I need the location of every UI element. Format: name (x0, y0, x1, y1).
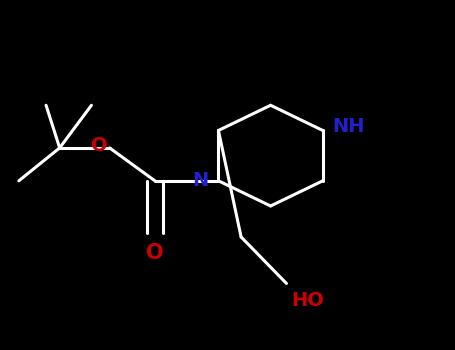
Text: O: O (91, 136, 107, 155)
Text: N: N (192, 171, 208, 190)
Text: HO: HO (291, 291, 324, 310)
Text: NH: NH (333, 117, 365, 136)
Text: O: O (146, 243, 164, 263)
